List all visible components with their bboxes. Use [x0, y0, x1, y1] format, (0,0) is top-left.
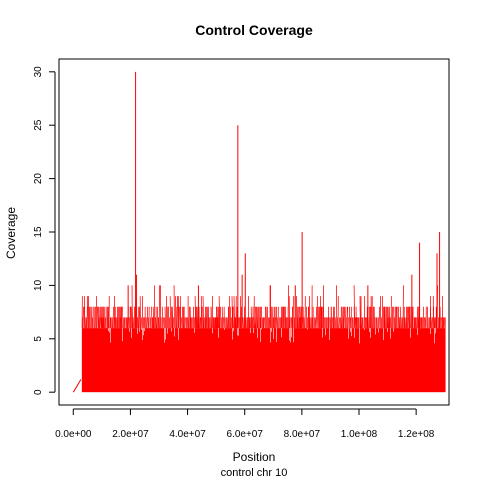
coverage-spike [441, 317, 443, 329]
x-tick-label: 6.0e+07 [226, 429, 263, 440]
coverage-spike [338, 317, 341, 329]
coverage-spike [268, 317, 271, 329]
x-tick-label: 1.0e+08 [341, 429, 378, 440]
coverage-spike [299, 306, 302, 329]
coverage-spike [359, 306, 362, 329]
coverage-spike [194, 296, 196, 329]
coverage-spike [85, 317, 87, 329]
x-axis: 0.0e+00 2.0e+07 4.0e+07 6.0e+07 8.0e+07 1.0e+… [55, 408, 435, 440]
coverage-spike [424, 317, 427, 329]
x-tick-label: 2.0e+07 [112, 429, 149, 440]
x-tick-label: 0.0e+00 [55, 429, 92, 440]
coverage-spike [317, 306, 320, 329]
coverage-spike [404, 317, 406, 329]
y-tick-label: 15 [33, 226, 44, 238]
coverage-spike [140, 317, 143, 329]
chart-title: Control Coverage [195, 22, 313, 38]
coverage-spike [146, 306, 149, 329]
coverage-spike [276, 317, 278, 329]
y-axis: 0 5 10 15 20 25 30 [33, 66, 56, 395]
y-tick-label: 30 [33, 66, 44, 78]
coverage-spike [314, 317, 317, 329]
coverage-spike [265, 306, 268, 329]
coverage-body [81, 328, 446, 393]
x-tick-label: 4.0e+07 [169, 429, 206, 440]
y-tick-label: 20 [33, 173, 44, 185]
coverage-spike [430, 317, 433, 329]
x-axis-label: Position [233, 450, 276, 464]
coverage-spike [86, 296, 88, 329]
coverage-spike [334, 317, 337, 329]
coverage-spike [178, 306, 180, 329]
coverage-spike [138, 306, 140, 329]
coverage-spike [147, 317, 149, 329]
y-tick-label: 25 [33, 119, 44, 131]
coverage-spike [204, 317, 207, 329]
plot-frame [58, 58, 450, 406]
coverage-spike [353, 285, 356, 329]
coverage-spike [378, 306, 381, 329]
coverage-spike [202, 296, 205, 329]
coverage-spike [402, 285, 404, 329]
coverage-spike [239, 296, 242, 329]
coverage-spike [164, 306, 166, 329]
y-axis-label: Coverage [4, 207, 18, 259]
y-tick-label: 5 [33, 336, 44, 342]
coverage-spike [320, 306, 323, 329]
coverage-spike [123, 317, 125, 329]
x-tick-label: 8.0e+07 [284, 429, 321, 440]
y-tick-label: 10 [33, 279, 44, 291]
x-axis-subtitle: control chr 10 [221, 467, 288, 479]
coverage-ramp [72, 379, 82, 393]
coverage-spike [346, 306, 349, 329]
x-tick-label: 1.2e+08 [398, 429, 435, 440]
coverage-spike [255, 306, 258, 329]
coverage-spike [360, 317, 363, 329]
y-tick-label: 0 [33, 389, 44, 395]
coverage-series [72, 71, 446, 393]
